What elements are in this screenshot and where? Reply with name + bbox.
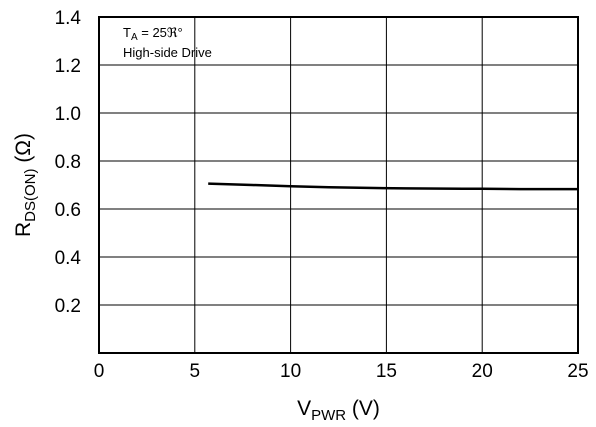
y-tick-label: 1.4 [55,8,82,29]
y-tick-label: 1.0 [55,104,81,125]
y-tick-label: 0.6 [55,200,81,221]
plot-frame [98,16,579,354]
drive-mode-annotation: High-side Drive [123,45,212,60]
x-tick-labels: 0 5 10 15 20 25 [94,361,589,382]
x-tick-label: 0 [94,361,105,382]
x-tick-label: 10 [280,361,301,382]
y-axis-title: RDS(ON) (Ω) [12,133,39,237]
x-tick-label: 5 [190,361,201,382]
y-tick-label: 1.2 [55,56,81,77]
x-tick-label: 15 [376,361,397,382]
y-tick-label: 0.4 [55,248,82,269]
x-axis-title: VPWR (V) [297,397,380,424]
y-tick-label: 0.8 [55,152,81,173]
series-line [208,182,578,191]
temperature-annotation: TA = 25ℜ° [123,25,183,43]
y-tick-label: 0.2 [55,296,81,317]
x-tick-label: 20 [472,361,493,382]
y-tick-labels: 0.2 0.4 0.6 0.8 1.0 1.2 1.4 [55,8,82,317]
x-tick-label: 25 [567,361,588,382]
grid-lines [99,17,578,353]
